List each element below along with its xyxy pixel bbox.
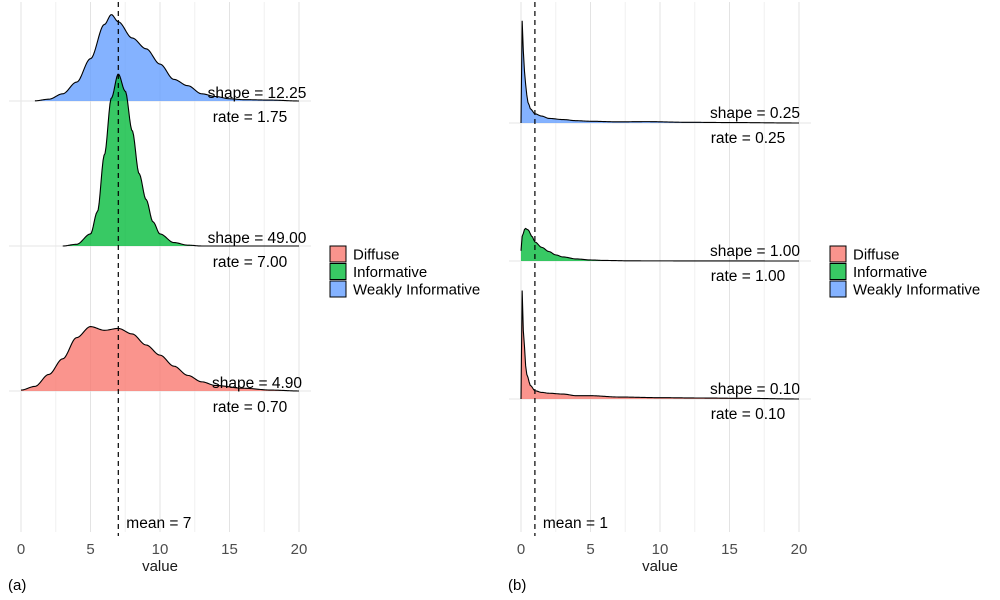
legend-swatch [329, 263, 347, 280]
shape-label: shape = 4.90 [212, 375, 302, 392]
x-tick-label: 20 [291, 541, 308, 558]
ridge-diffuse: shape = 4.90 rate = 0.70 [9, 326, 311, 416]
chart-panel-a: shape = 12.25 rate = 1.75 shape = 49.00 rat… [8, 2, 480, 594]
x-tick-label: 0 [517, 541, 525, 558]
mean-label: mean = 7 [126, 515, 191, 532]
x-tick-label: 0 [17, 541, 25, 558]
legend-label: Diffuse [853, 247, 899, 264]
legend-swatch [329, 245, 347, 263]
density-area [62, 74, 300, 246]
legend-label: Informative [853, 264, 927, 281]
shape-label: shape = 12.25 [208, 85, 307, 102]
x-tick-label: 15 [721, 541, 738, 558]
mean-label: mean = 1 [543, 515, 608, 532]
density-outline [520, 290, 799, 400]
legend-swatch [829, 280, 847, 298]
density-outline [520, 227, 799, 262]
legend-label: Informative [353, 264, 427, 281]
density-outline [20, 326, 299, 392]
legend-label: Weakly Informative [353, 282, 480, 299]
x-tick-label: 5 [586, 541, 594, 558]
rate-label: rate = 7.00 [213, 254, 288, 271]
legend-swatch [829, 263, 847, 280]
ridge-informative: shape = 1.00 rate = 1.00 [509, 227, 811, 285]
legend-label: Weakly Informative [853, 282, 980, 299]
panel-tag: (b) [508, 577, 526, 594]
ridge-diffuse: shape = 0.10 rate = 0.10 [509, 290, 811, 423]
rate-label: rate = 0.10 [711, 406, 786, 423]
rate-label: rate = 1.00 [711, 268, 786, 285]
density-outline [520, 20, 799, 124]
density-area [34, 14, 300, 102]
ridge-weakly-informative: shape = 0.25 rate = 0.25 [509, 20, 811, 147]
x-axis-title: value [642, 558, 678, 575]
shape-label: shape = 1.00 [710, 243, 800, 260]
x-tick-label: 20 [791, 541, 808, 558]
density-area [521, 228, 799, 261]
x-tick-label: 5 [86, 541, 94, 558]
ridge-informative: shape = 49.00 rate = 7.00 [9, 73, 311, 271]
shape-label: shape = 0.10 [710, 381, 800, 398]
x-tick-label: 10 [152, 541, 169, 558]
shape-label: shape = 49.00 [208, 230, 307, 247]
shape-label: shape = 0.25 [710, 105, 800, 122]
x-tick-label: 15 [221, 541, 238, 558]
x-tick-label: 10 [652, 541, 669, 558]
ridge-weakly-informative: shape = 12.25 rate = 1.75 [9, 14, 311, 126]
legend-label: Diffuse [353, 247, 399, 264]
chart-panel-b: shape = 0.25 rate = 0.25 shape = 1.00 rate … [508, 2, 980, 594]
density-outline [34, 14, 299, 102]
density-outline [62, 73, 299, 247]
legend-swatch [829, 245, 847, 263]
legend-swatch [329, 280, 347, 298]
grid-lines [520, 2, 800, 532]
rate-label: rate = 1.75 [213, 109, 288, 126]
x-axis-title: value [142, 558, 178, 575]
rate-label: rate = 0.70 [213, 399, 288, 416]
rate-label: rate = 0.25 [711, 130, 786, 147]
panel-tag: (a) [8, 577, 26, 594]
density-area [21, 326, 299, 391]
